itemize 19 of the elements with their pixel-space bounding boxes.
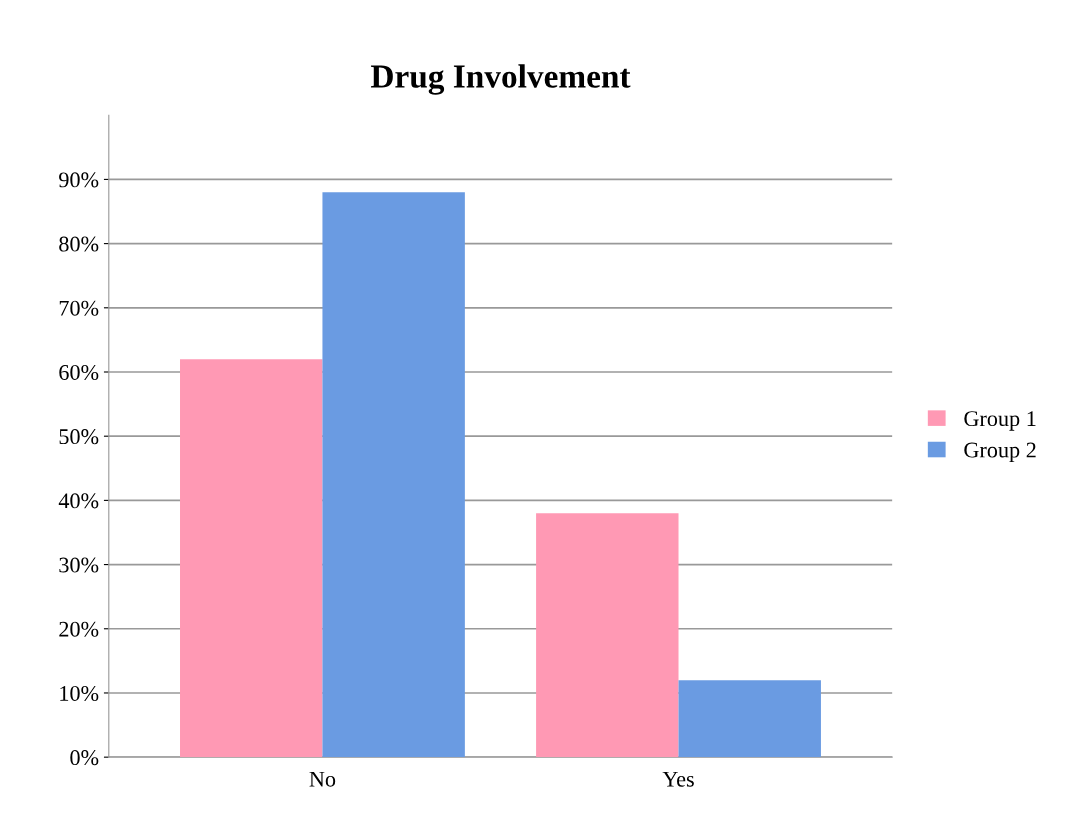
y-tick-label: 60% xyxy=(59,364,99,380)
y-tick-label: 10% xyxy=(60,685,99,701)
y-tick-label: 0% xyxy=(70,750,99,766)
y-tick-label: 90% xyxy=(59,172,99,188)
bar xyxy=(180,359,323,758)
bar xyxy=(678,680,821,758)
x-tick-label: No xyxy=(309,771,336,787)
legend-label: Group 2 xyxy=(964,442,1036,463)
y-tick-label: 30% xyxy=(59,557,99,573)
y-tick-label: 50% xyxy=(59,429,99,445)
bar xyxy=(536,513,679,758)
y-tick-label: 70% xyxy=(59,300,99,316)
y-tick-label: 40% xyxy=(58,493,99,509)
legend-label: Group 1 xyxy=(964,411,1036,431)
y-tick-label: 80% xyxy=(59,236,99,252)
chart-title: Drug Involvement xyxy=(370,64,631,95)
x-tick-label: Yes xyxy=(662,771,694,787)
bar xyxy=(322,192,465,758)
y-tick-label: 20% xyxy=(59,621,99,637)
